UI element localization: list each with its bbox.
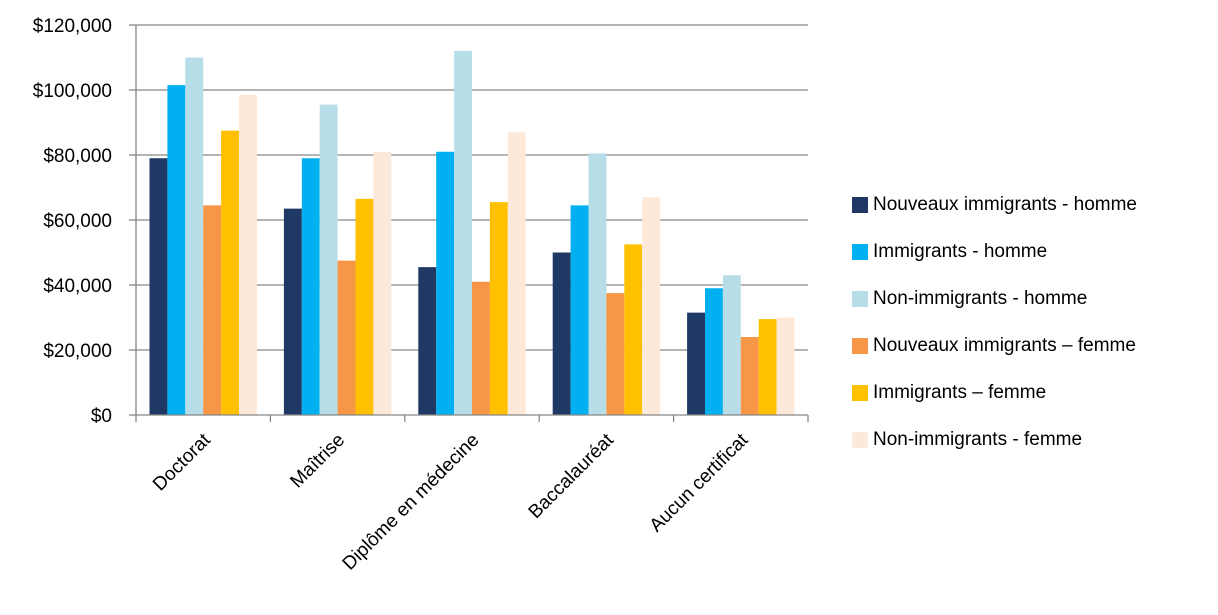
bar: [283, 208, 302, 415]
bar: [507, 132, 526, 415]
y-tick-label: $0: [91, 406, 112, 427]
legend-swatch: [852, 337, 868, 354]
bar: [740, 337, 759, 415]
bar: [758, 319, 777, 415]
bar: [606, 293, 625, 415]
y-tick-label: $80,000: [43, 146, 112, 167]
bar: [418, 267, 437, 415]
legend-swatch: [852, 196, 868, 213]
legend-label: Non-immigrants - homme: [873, 287, 1088, 309]
legend-swatch: [852, 431, 868, 448]
bar: [239, 94, 257, 415]
legend-item: Immigrants – femme: [852, 369, 1137, 416]
bars: [149, 51, 795, 415]
legend-swatch: [852, 384, 868, 401]
legend-label: Nouveaux immigrants – femme: [873, 334, 1136, 356]
bar: [570, 205, 589, 415]
legend-item: Nouveaux immigrants – femme: [852, 322, 1137, 369]
bar: [436, 151, 455, 415]
bar: [355, 198, 374, 415]
y-tick-label: $60,000: [43, 211, 112, 232]
bar: [776, 317, 795, 415]
bar: [149, 158, 168, 415]
bar: [319, 104, 338, 415]
bar: [588, 153, 607, 415]
bar: [705, 288, 723, 415]
bar: [687, 312, 705, 415]
y-tick-label: $20,000: [43, 341, 112, 362]
y-tick-labels: $0 $20,000 $40,000 $60,000 $80,000 $100,000 $1…: [33, 16, 112, 427]
y-tick-label: $120,000: [33, 16, 112, 37]
x-tick-label: Aucun certificat: [646, 429, 753, 536]
bar: [472, 281, 490, 415]
legend-item: Nouveaux immigrants - homme: [852, 181, 1137, 228]
y-tick-label: $40,000: [43, 276, 112, 297]
bar: [624, 244, 643, 415]
x-tick-label: Baccalauréat: [525, 429, 619, 523]
bar: [221, 130, 239, 415]
legend-label: Immigrants - homme: [873, 240, 1048, 262]
bar: [552, 252, 571, 415]
legend-swatch: [852, 243, 868, 260]
legend-item: Non-immigrants - homme: [852, 275, 1137, 322]
x-tick-label: Diplôme en médecine: [339, 430, 484, 575]
bar: [301, 158, 320, 415]
bar: [203, 205, 222, 415]
legend: Nouveaux immigrants - homme Immigrants - …: [852, 181, 1137, 463]
bar: [185, 57, 204, 415]
legend-label: Nouveaux immigrants - homme: [873, 193, 1137, 215]
bar: [454, 51, 472, 415]
legend-label: Immigrants – femme: [873, 381, 1047, 403]
bar: [722, 275, 741, 415]
bar: [642, 197, 661, 415]
legend-item: Non-immigrants - femme: [852, 416, 1137, 463]
x-tick-label: Doctorat: [149, 429, 215, 495]
legend-item: Immigrants - homme: [852, 228, 1137, 275]
axes: [129, 24, 809, 422]
bar: [489, 202, 508, 415]
legend-swatch: [852, 290, 868, 307]
bar: [167, 85, 186, 415]
bar: [337, 260, 356, 415]
bar: [373, 151, 392, 415]
x-tick-label: Maîtrise: [287, 430, 350, 493]
legend-label: Non-immigrants - femme: [873, 428, 1083, 450]
y-tick-label: $100,000: [33, 81, 112, 102]
